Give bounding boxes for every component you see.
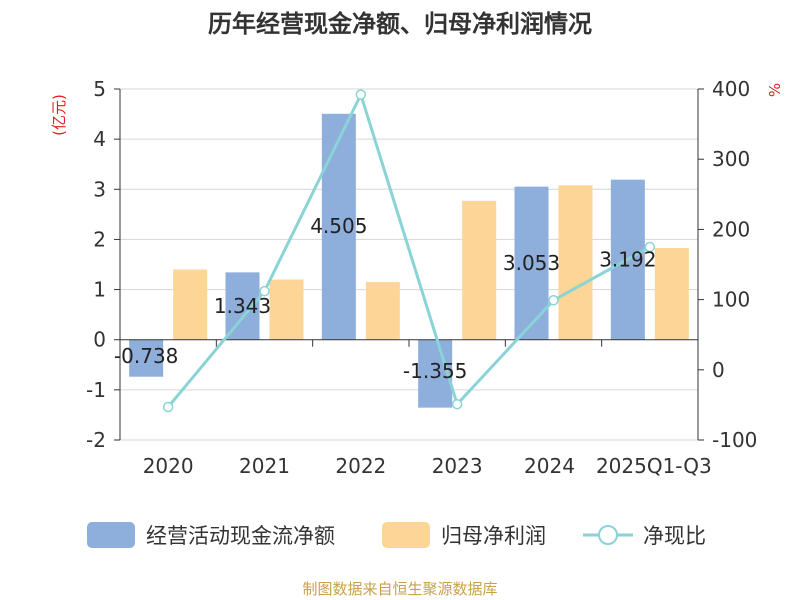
x-tick-label: 2024	[524, 454, 575, 478]
bar-operating-cash-flow	[514, 186, 549, 340]
left-tick-label: 2	[93, 227, 106, 251]
right-tick-label: 0	[712, 358, 725, 382]
bar-operating-cash-flow	[321, 113, 356, 340]
left-tick-label: -1	[86, 378, 106, 402]
legend-label-operating-cash-flow: 经营活动现金流净额	[146, 524, 335, 548]
x-tick-label: 2023	[432, 454, 483, 478]
right-tick-label: 200	[712, 217, 750, 241]
left-tick-label: 5	[93, 77, 106, 101]
right-tick-label: 400	[712, 77, 750, 101]
bar-value-label: 3.053	[503, 251, 560, 275]
x-tick-label: 2022	[335, 454, 386, 478]
line-point-cash-ratio	[644, 241, 656, 253]
right-axis-unit: %	[766, 83, 784, 97]
line-point-cash-ratio	[162, 401, 174, 413]
left-axis-unit: (亿元)	[50, 94, 68, 136]
x-tick-label: 2025Q1-Q3	[596, 454, 712, 478]
line-point-cash-ratio	[451, 398, 463, 410]
left-tick-label: 0	[93, 328, 106, 352]
bar-net-profit	[654, 247, 689, 340]
legend-swatch-net-profit	[382, 522, 430, 548]
x-tick-label: 2021	[239, 454, 290, 478]
left-tick-label: 3	[93, 177, 106, 201]
left-tick-label: 4	[93, 127, 106, 151]
line-cash-ratio	[167, 90, 651, 408]
bar-net-profit	[269, 279, 304, 340]
bar-operating-cash-flow	[129, 339, 164, 377]
bar-net-profit	[173, 269, 208, 340]
bar-net-profit	[462, 200, 497, 340]
bar-value-label: 3.192	[599, 248, 656, 272]
legend-label-cash-ratio: 净现比	[643, 524, 706, 548]
legend-marker-cash-ratio	[598, 525, 618, 545]
right-tick-label: -100	[712, 428, 757, 452]
line-point-cash-ratio	[259, 285, 270, 297]
right-tick-label: 100	[712, 288, 750, 312]
bar-value-label: -1.355	[403, 359, 467, 383]
bar-net-profit	[365, 282, 400, 340]
line-point-cash-ratio	[548, 295, 559, 306]
left-tick-label: 1	[93, 278, 106, 302]
bar-net-profit	[558, 185, 593, 340]
left-tick-label: -2	[86, 428, 106, 452]
x-tick-label: 2020	[143, 454, 194, 478]
line-point-cash-ratio	[355, 89, 367, 100]
right-tick-label: 300	[712, 147, 750, 171]
bar-value-label: 4.505	[310, 214, 367, 238]
source-note: 制图数据来自恒生聚源数据库	[302, 580, 498, 598]
bar-value-label: -0.738	[114, 344, 178, 368]
chart-title: 历年经营现金净额、归母净利润情况	[208, 10, 592, 38]
legend-swatch-operating-cash-flow	[87, 522, 135, 548]
legend-label-net-profit: 归母净利润	[441, 524, 546, 548]
bar-value-label: 1.343	[214, 294, 271, 318]
